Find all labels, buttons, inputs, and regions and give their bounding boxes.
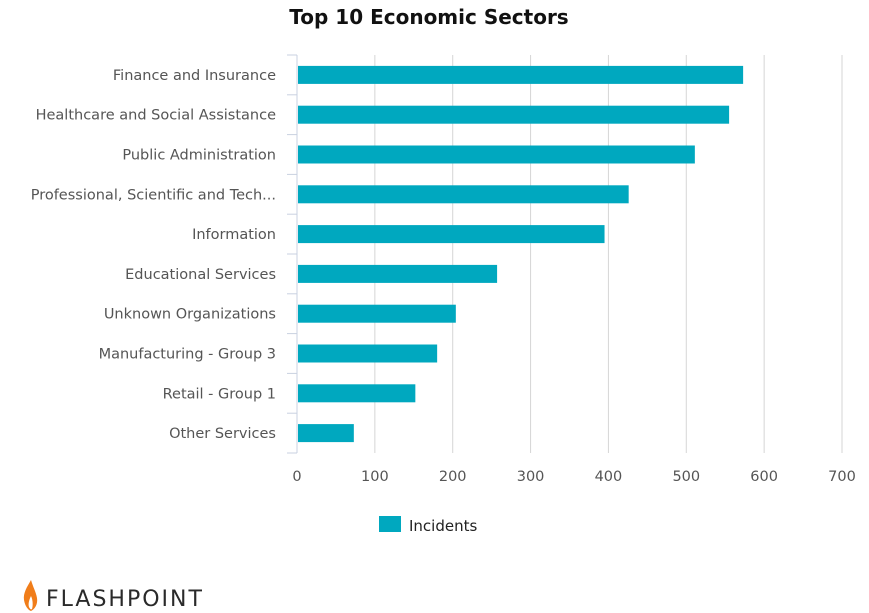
category-label-0: Finance and Insurance <box>113 68 276 84</box>
x-tick-label-500: 500 <box>672 469 700 485</box>
category-label-7: Manufacturing - Group 3 <box>99 347 276 363</box>
x-tick-label-300: 300 <box>517 469 545 485</box>
category-label-3: Professional, Scientific and Tech... <box>31 187 276 203</box>
x-tick-label-600: 600 <box>750 469 778 485</box>
flame-icon <box>23 580 38 611</box>
bar-0[interactable] <box>298 65 744 84</box>
category-label-2: Public Administration <box>122 148 276 164</box>
bar-8[interactable] <box>298 384 416 403</box>
bar-7[interactable] <box>298 344 438 363</box>
category-labels: Finance and Insurance Healthcare and Soci… <box>31 68 276 442</box>
bar-4[interactable] <box>298 225 605 244</box>
bar-2[interactable] <box>298 145 695 164</box>
bar-3[interactable] <box>298 185 629 204</box>
legend-item-incidents[interactable]: Incidents <box>409 517 477 535</box>
category-label-8: Retail - Group 1 <box>163 386 276 402</box>
bar-9[interactable] <box>298 424 354 443</box>
category-label-5: Educational Services <box>125 267 276 283</box>
brand-name: FLASHPOINT <box>46 587 204 612</box>
bars <box>298 65 744 443</box>
category-label-1: Healthcare and Social Assistance <box>36 108 276 124</box>
bar-6[interactable] <box>298 304 456 323</box>
x-tick-label-0: 0 <box>292 469 301 485</box>
bar-5[interactable] <box>298 264 498 283</box>
category-label-6: Unknown Organizations <box>104 307 276 323</box>
flashpoint-logo: FLASHPOINT <box>23 580 204 612</box>
legend[interactable]: Incidents <box>379 516 477 535</box>
legend-swatch[interactable] <box>379 516 401 532</box>
bar-1[interactable] <box>298 105 730 124</box>
chart-title: Top 10 Economic Sectors <box>289 5 568 29</box>
x-tick-label-400: 400 <box>595 469 623 485</box>
x-tick-label-100: 100 <box>361 469 389 485</box>
x-tick-labels: 0 100 200 300 400 500 600 700 <box>292 469 855 485</box>
flame-inner-icon <box>28 596 33 610</box>
x-tick-label-200: 200 <box>439 469 467 485</box>
category-label-4: Information <box>192 227 276 243</box>
axes <box>287 54 298 454</box>
x-tick-label-700: 700 <box>828 469 856 485</box>
category-label-9: Other Services <box>169 426 276 442</box>
